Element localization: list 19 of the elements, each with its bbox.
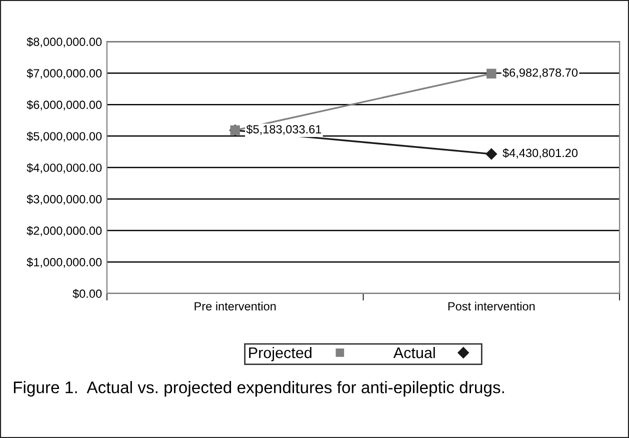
y-tick-label: $7,000,000.00 (26, 68, 102, 79)
data-label: $6,982,878.70 (502, 68, 578, 78)
point (486, 68, 496, 78)
y-tick-label: $3,000,000.00 (26, 194, 102, 205)
y-tick-label: $0.00 (72, 289, 102, 299)
x-tick-label: Pre intervention (194, 302, 276, 310)
legend-label: Projected (249, 346, 312, 362)
y-tick-label: $4,000,000.00 (26, 163, 102, 174)
x-tick-label: Post intervention (448, 302, 535, 310)
y-tick-label: $8,000,000.00 (26, 37, 102, 48)
legend-label: Actual (393, 346, 435, 358)
y-tick-label: $5,000,000.00 (26, 132, 102, 142)
y-tick-label: $6,000,000.00 (26, 100, 102, 110)
y-tick-label: $1,000,000.00 (26, 258, 102, 268)
caption: Figure 1. Actual vs. projected expenditures for anti-epileptic drugs. (14, 381, 504, 397)
data-label: $5,183,033.61 (246, 124, 322, 135)
data-label: $4,430,801.20 (502, 148, 578, 159)
y-tick-label: $2,000,000.00 (26, 226, 102, 236)
point (486, 148, 498, 160)
